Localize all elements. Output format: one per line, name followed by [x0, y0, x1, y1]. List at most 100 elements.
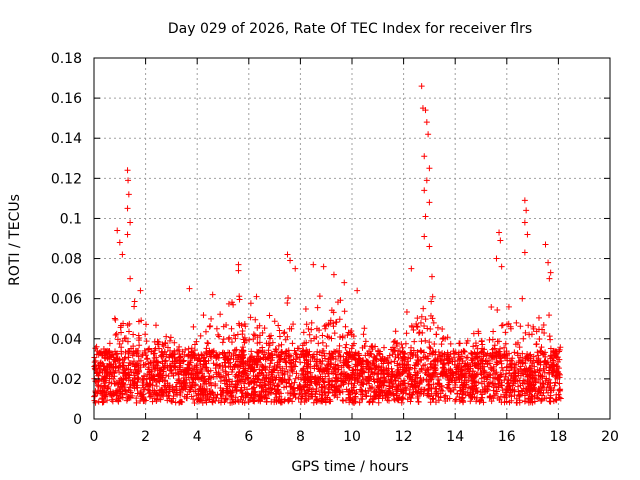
x-tick-label: 20 [601, 429, 619, 445]
roti-point [276, 353, 283, 360]
roti-point [538, 396, 545, 403]
roti-point [155, 377, 162, 384]
roti-point [225, 389, 232, 396]
roti-point [399, 387, 406, 394]
roti-point [156, 390, 163, 397]
roti-point [468, 373, 475, 380]
roti-point [426, 199, 433, 206]
roti-point [316, 349, 323, 356]
roti-point [217, 378, 224, 385]
roti-point [456, 360, 463, 367]
roti-point [327, 355, 334, 362]
roti-point [529, 374, 536, 381]
roti-point [212, 365, 219, 372]
roti-point [111, 373, 118, 380]
roti-point [227, 355, 234, 362]
roti-point [531, 392, 538, 399]
roti-series [91, 83, 564, 406]
roti-point [303, 350, 310, 357]
roti-point [125, 328, 132, 335]
roti-point [171, 339, 178, 346]
roti-point [305, 361, 312, 368]
roti-point [270, 367, 277, 374]
roti-point [202, 397, 209, 404]
roti-point [479, 357, 486, 364]
roti-point [114, 227, 121, 234]
roti-point [418, 83, 425, 90]
roti-point [468, 350, 475, 357]
roti-point [348, 374, 355, 381]
roti-point [404, 373, 411, 380]
roti-point [161, 364, 168, 371]
roti-point [150, 361, 157, 368]
roti-point [441, 366, 448, 373]
x-tick-label: 10 [343, 429, 361, 445]
roti-point [522, 329, 529, 336]
roti-point [145, 364, 152, 371]
roti-point [170, 386, 177, 393]
roti-point [248, 348, 255, 355]
roti-point [470, 343, 477, 350]
y-tick-label: 0.12 [51, 171, 82, 187]
roti-point [93, 351, 100, 358]
roti-point [130, 331, 137, 338]
roti-point [191, 399, 198, 406]
roti-point [127, 275, 134, 282]
roti-point [129, 392, 136, 399]
roti-point [435, 355, 442, 362]
roti-point [408, 350, 415, 357]
roti-point [359, 373, 366, 380]
roti-point [103, 370, 110, 377]
roti-point [275, 322, 282, 329]
roti-point [308, 391, 315, 398]
roti-point [284, 300, 291, 307]
roti-point [197, 332, 204, 339]
roti-point [120, 320, 127, 327]
roti-point [480, 369, 487, 376]
roti-point [546, 370, 553, 377]
roti-point [337, 333, 344, 340]
roti-point [153, 358, 160, 365]
roti-point [300, 347, 307, 354]
roti-point [548, 387, 555, 394]
roti-point [297, 351, 304, 358]
roti-point [284, 397, 291, 404]
roti-point [146, 376, 153, 383]
roti-point [330, 323, 337, 330]
roti-point [265, 391, 272, 398]
roti-point [547, 336, 554, 343]
roti-point [188, 371, 195, 378]
roti-point [420, 390, 427, 397]
roti-point [207, 323, 214, 330]
roti-point [246, 336, 253, 343]
roti-point [102, 365, 109, 372]
roti-point [122, 370, 129, 377]
roti-point [253, 381, 260, 388]
roti-point [148, 372, 155, 379]
roti-point [186, 285, 193, 292]
roti-point [399, 369, 406, 376]
roti-point [308, 319, 315, 326]
roti-point [220, 354, 227, 361]
roti-point [525, 378, 532, 385]
roti-point [384, 355, 391, 362]
roti-point [328, 335, 335, 342]
roti-point [212, 380, 219, 387]
roti-point [172, 358, 179, 365]
roti-point [336, 388, 343, 395]
roti-point [246, 396, 253, 403]
roti-point [547, 395, 554, 402]
roti-point [125, 191, 132, 198]
roti-point [188, 349, 195, 356]
roti-point [423, 367, 430, 374]
roti-point [440, 334, 447, 341]
roti-point [314, 348, 321, 355]
roti-point [527, 371, 534, 378]
roti-point [530, 325, 537, 332]
roti-point [303, 321, 310, 328]
roti-point [449, 369, 456, 376]
roti-point [358, 379, 365, 386]
roti-point [213, 369, 220, 376]
roti-point [203, 345, 210, 352]
roti-point [491, 392, 498, 399]
